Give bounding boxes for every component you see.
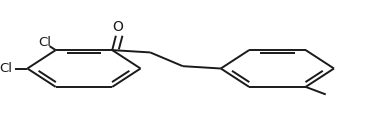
Text: Cl: Cl bbox=[38, 36, 51, 49]
Text: Cl: Cl bbox=[0, 62, 12, 75]
Text: O: O bbox=[112, 20, 123, 34]
